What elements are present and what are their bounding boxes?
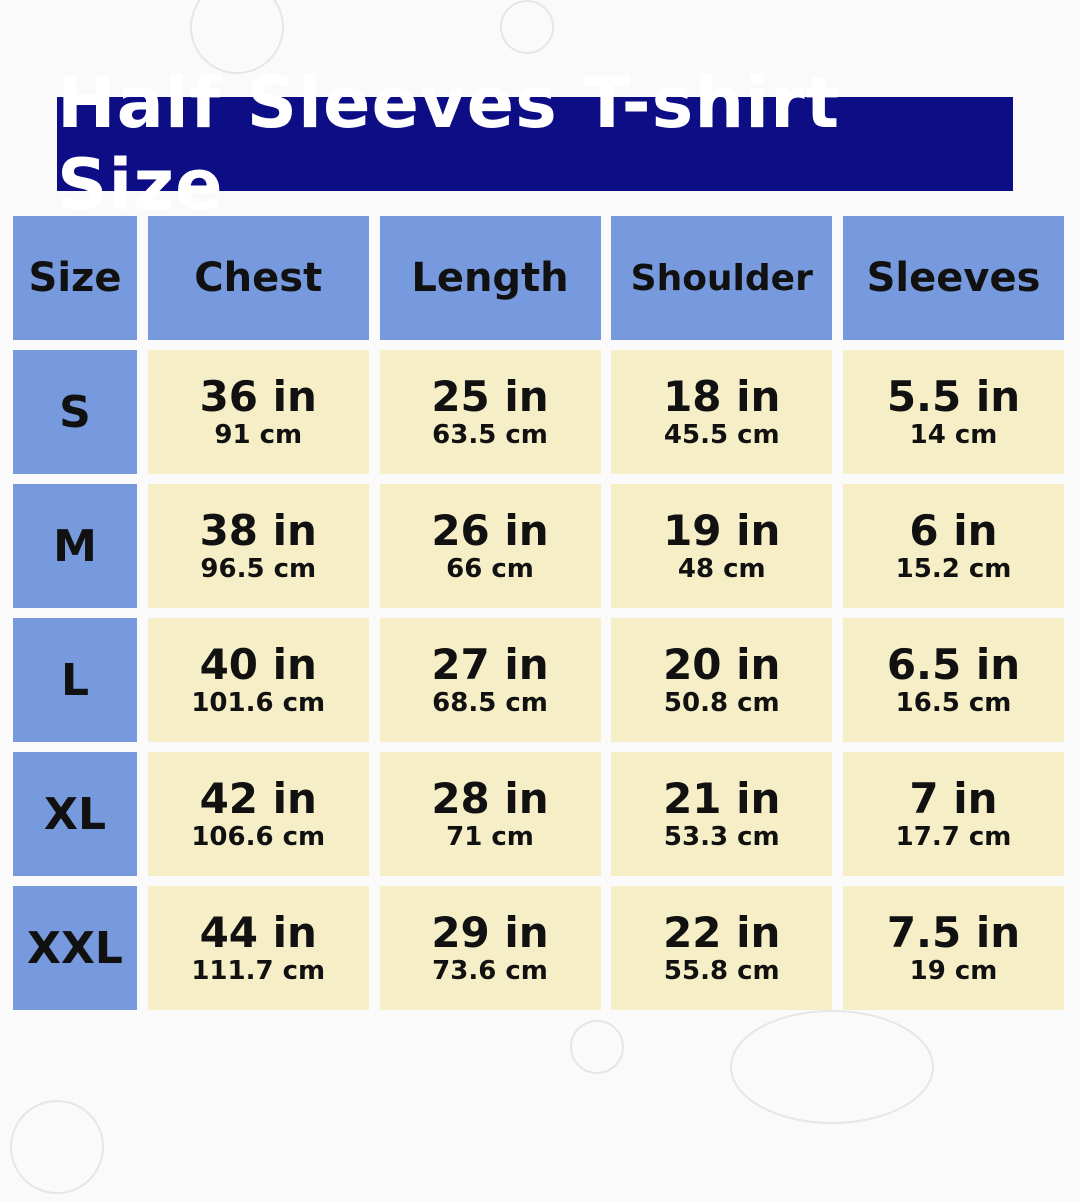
measurement-cell: 40 in 101.6 cm xyxy=(147,618,369,742)
inches-value: 42 in xyxy=(199,774,317,823)
column-header-length: Length xyxy=(379,216,601,340)
measurement-cell: 19 in 48 cm xyxy=(611,484,833,608)
inches-value: 27 in xyxy=(431,640,549,689)
inches-value: 22 in xyxy=(663,908,781,957)
size-label: XXL xyxy=(13,886,137,1010)
cm-value: 106.6 cm xyxy=(191,822,326,852)
inches-value: 7 in xyxy=(909,774,998,823)
inches-value: 6.5 in xyxy=(886,640,1021,689)
measurement-cell: 21 in 53.3 cm xyxy=(611,752,833,876)
cm-value: 45.5 cm xyxy=(663,420,780,450)
cm-value: 53.3 cm xyxy=(663,822,780,852)
cm-value: 55.8 cm xyxy=(663,956,780,986)
measurement-cell: 38 in 96.5 cm xyxy=(147,484,369,608)
cm-value: 50.8 cm xyxy=(663,688,780,718)
inches-value: 18 in xyxy=(663,372,781,421)
page-title: Half Sleeves T-shirt Size xyxy=(57,62,1013,226)
cm-value: 66 cm xyxy=(446,554,534,584)
measurement-cell: 29 in 73.6 cm xyxy=(379,886,601,1010)
inches-value: 28 in xyxy=(431,774,549,823)
inches-value: 5.5 in xyxy=(886,372,1021,421)
cm-value: 68.5 cm xyxy=(432,688,548,718)
measurement-cell: 25 in 63.5 cm xyxy=(379,350,601,474)
measurement-cell: 7 in 17.7 cm xyxy=(843,752,1064,876)
measurement-cell: 7.5 in 19 cm xyxy=(843,886,1064,1010)
sheep-decoration xyxy=(730,1010,934,1124)
measurement-cell: 18 in 45.5 cm xyxy=(611,350,833,474)
button-decoration xyxy=(570,1020,624,1074)
cm-value: 101.6 cm xyxy=(191,688,326,718)
size-label: L xyxy=(13,618,137,742)
cm-value: 73.6 cm xyxy=(432,956,548,986)
inches-value: 26 in xyxy=(431,506,549,555)
inches-value: 21 in xyxy=(663,774,781,823)
measurement-cell: 44 in 111.7 cm xyxy=(147,886,369,1010)
size-label: S xyxy=(13,350,137,474)
measurement-cell: 27 in 68.5 cm xyxy=(379,618,601,742)
inches-value: 20 in xyxy=(663,640,781,689)
cm-value: 15.2 cm xyxy=(895,554,1012,584)
measurement-cell: 36 in 91 cm xyxy=(147,350,369,474)
cm-value: 48 cm xyxy=(677,554,766,584)
yarn-ball-decoration xyxy=(10,1100,104,1194)
inches-value: 38 in xyxy=(199,506,317,555)
cm-value: 63.5 cm xyxy=(432,420,548,450)
inches-value: 36 in xyxy=(199,372,317,421)
measurement-cell: 26 in 66 cm xyxy=(379,484,601,608)
measurement-cell: 42 in 106.6 cm xyxy=(147,752,369,876)
inches-value: 19 in xyxy=(663,506,781,555)
inches-value: 40 in xyxy=(199,640,317,689)
inches-value: 7.5 in xyxy=(886,908,1021,957)
inches-value: 29 in xyxy=(431,908,549,957)
cm-value: 111.7 cm xyxy=(191,956,326,986)
column-header-shoulder: Shoulder xyxy=(611,216,833,340)
cm-value: 14 cm xyxy=(909,420,998,450)
size-table: Size Chest Length Shoulder Sleeves S 36 in 91 c… xyxy=(13,216,1064,1010)
cm-value: 19 cm xyxy=(909,956,998,986)
column-header-sleeves: Sleeves xyxy=(843,216,1064,340)
size-label: XL xyxy=(13,752,137,876)
measurement-cell: 6.5 in 16.5 cm xyxy=(843,618,1064,742)
measurement-cell: 28 in 71 cm xyxy=(379,752,601,876)
cm-value: 17.7 cm xyxy=(895,822,1012,852)
cm-value: 96.5 cm xyxy=(200,554,317,584)
inches-value: 44 in xyxy=(199,908,317,957)
column-header-chest: Chest xyxy=(147,216,369,340)
inches-value: 6 in xyxy=(909,506,998,555)
column-header-size: Size xyxy=(13,216,137,340)
measurement-cell: 22 in 55.8 cm xyxy=(611,886,833,1010)
measurement-cell: 6 in 15.2 cm xyxy=(843,484,1064,608)
measurement-cell: 5.5 in 14 cm xyxy=(843,350,1064,474)
cm-value: 71 cm xyxy=(446,822,534,852)
measurement-cell: 20 in 50.8 cm xyxy=(611,618,833,742)
cm-value: 16.5 cm xyxy=(895,688,1012,718)
inches-value: 25 in xyxy=(431,372,549,421)
cm-value: 91 cm xyxy=(214,420,303,450)
button-decoration xyxy=(500,0,554,54)
size-label: M xyxy=(13,484,137,608)
